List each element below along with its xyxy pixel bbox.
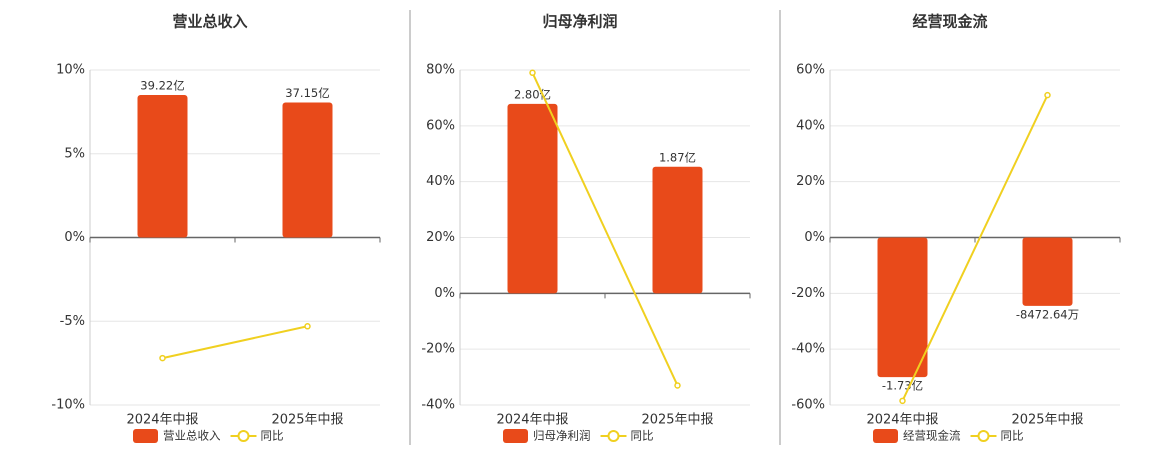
line-point [529,69,536,77]
y-tick-label: 20% [426,230,455,245]
y-tick-label: -40% [421,398,455,413]
bar [137,94,188,238]
value-label: 39.22亿 [140,78,184,92]
y-tick-label: -60% [791,398,825,413]
legend-swatch [503,429,528,443]
line-point [304,323,311,330]
y-tick-label: 60% [426,118,455,133]
bar [877,237,928,378]
legend-label: 归母净利润 [533,429,591,443]
y-tick-label: 20% [796,174,825,189]
value-label: -1.73亿 [882,379,923,393]
y-tick-label: -5% [60,314,85,329]
y-tick-label: -40% [791,342,825,357]
y-tick-label: 40% [796,118,825,133]
chart-title: 经营现金流 [912,13,987,31]
line [162,325,308,360]
line-point [159,354,166,362]
y-tick-label: 0% [434,286,455,301]
value-label: -8472.64万 [1016,307,1079,321]
y-tick-label: 0% [804,230,825,245]
legend-label: 同比 [1001,429,1024,443]
bar [507,103,558,294]
value-label: 1.87亿 [659,150,696,164]
y-tick-label: -20% [421,342,455,357]
y-tick-label: -20% [791,286,825,301]
y-tick-label: 5% [64,146,85,161]
bar [652,166,703,294]
bar [282,102,333,238]
x-tick-label: 2024年中报 [496,413,568,428]
chart-title: 营业总收入 [172,13,247,31]
y-tick-label: -10% [51,398,85,413]
legend-swatch [237,430,250,442]
line [531,72,679,386]
y-tick-label: 40% [426,174,455,189]
x-tick-label: 2024年中报 [126,413,198,428]
chart-title: 归母净利润 [542,13,617,31]
legend-swatch [977,430,990,442]
line-point [899,397,906,405]
y-tick-label: 0% [64,230,85,245]
legend-label: 经营现金流 [903,429,961,443]
y-tick-label: 80% [426,63,455,78]
legend-label: 营业总收入 [163,429,221,443]
legend-swatch [607,430,620,442]
line-point [1044,91,1051,99]
bar [1022,237,1073,306]
legend-swatch [873,429,898,443]
legend-swatch [133,429,158,443]
x-tick-label: 2025年中报 [271,413,343,428]
line-point [674,382,681,389]
y-tick-label: 10% [56,63,85,78]
legend-label: 同比 [631,429,654,443]
y-tick-label: 60% [796,63,825,78]
value-label: 37.15亿 [285,86,329,100]
x-tick-label: 2025年中报 [1011,413,1083,428]
x-tick-label: 2024年中报 [866,413,938,428]
line [901,94,1049,402]
x-tick-label: 2025年中报 [641,413,713,428]
legend-label: 同比 [261,429,284,443]
